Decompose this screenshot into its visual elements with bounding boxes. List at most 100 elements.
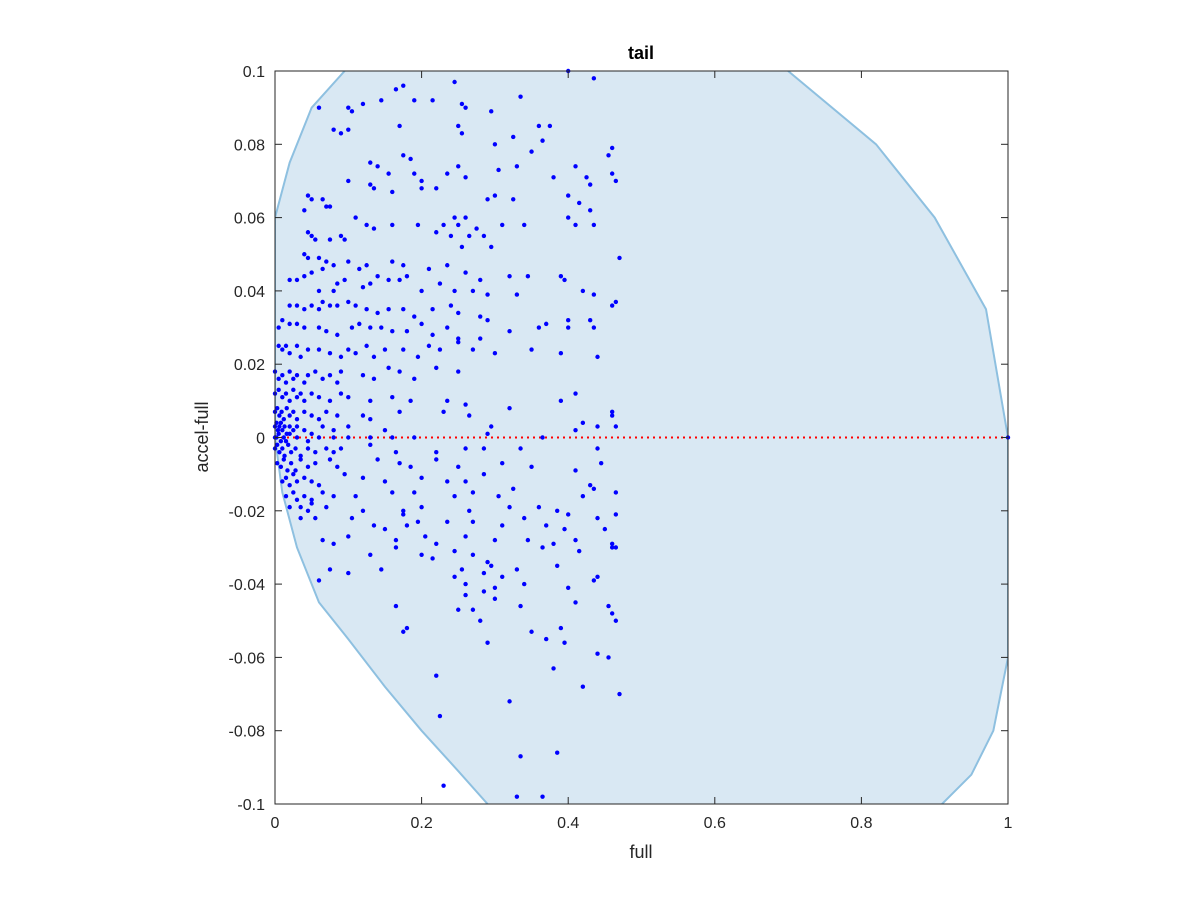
data-point bbox=[309, 270, 314, 275]
data-point bbox=[452, 215, 457, 220]
data-point bbox=[357, 266, 362, 272]
data-point bbox=[368, 416, 373, 422]
data-point bbox=[285, 442, 291, 448]
data-point bbox=[536, 123, 542, 129]
data-point bbox=[305, 255, 311, 261]
data-point bbox=[500, 523, 505, 528]
data-point bbox=[302, 325, 307, 330]
data-point bbox=[492, 142, 498, 147]
data-point bbox=[463, 581, 468, 587]
data-point bbox=[302, 398, 307, 404]
data-point bbox=[412, 376, 417, 382]
data-point bbox=[338, 391, 344, 396]
data-point bbox=[566, 193, 571, 198]
y-tick-label: 0.02 bbox=[234, 357, 265, 374]
data-point bbox=[434, 449, 439, 455]
data-point bbox=[313, 449, 318, 455]
tick-labels-layer: 0 0.2 0.4 0.6 0.8 1 -0.1 -0.08 -0.06 -0.04 -0.02 0 0… bbox=[229, 64, 1013, 832]
data-point bbox=[555, 563, 560, 568]
data-point bbox=[587, 482, 593, 488]
data-point bbox=[459, 567, 465, 572]
data-point bbox=[282, 453, 287, 459]
data-point bbox=[419, 288, 424, 294]
data-point bbox=[280, 427, 285, 433]
data-point bbox=[293, 468, 298, 473]
data-point bbox=[338, 131, 344, 136]
data-point bbox=[459, 101, 465, 107]
data-point bbox=[613, 618, 619, 623]
data-point bbox=[591, 292, 597, 297]
data-point bbox=[320, 266, 325, 272]
data-point bbox=[408, 464, 413, 470]
data-point bbox=[283, 391, 289, 396]
data-point bbox=[277, 424, 282, 429]
data-point bbox=[346, 424, 351, 429]
data-point bbox=[331, 288, 336, 294]
data-point bbox=[294, 416, 300, 422]
data-point bbox=[470, 288, 476, 294]
data-point bbox=[492, 351, 498, 356]
data-point bbox=[401, 508, 406, 513]
data-point bbox=[320, 424, 325, 429]
data-point bbox=[566, 318, 571, 323]
y-tick-label: 0.1 bbox=[243, 64, 265, 81]
data-point bbox=[327, 237, 333, 242]
data-point bbox=[288, 460, 294, 466]
data-point bbox=[283, 380, 289, 385]
data-point bbox=[609, 611, 615, 616]
data-point bbox=[463, 105, 468, 110]
data-point bbox=[481, 589, 487, 594]
data-point bbox=[335, 380, 340, 385]
data-point bbox=[555, 750, 560, 755]
data-point bbox=[518, 94, 523, 99]
data-point bbox=[485, 640, 490, 645]
data-point bbox=[349, 325, 355, 330]
x-tick-label: 0.8 bbox=[850, 815, 872, 832]
data-point bbox=[287, 413, 292, 418]
data-point bbox=[613, 299, 619, 305]
data-point bbox=[379, 98, 384, 103]
data-point bbox=[320, 197, 325, 202]
data-point bbox=[609, 413, 615, 418]
data-point bbox=[371, 523, 377, 528]
data-point bbox=[470, 519, 476, 524]
data-point bbox=[430, 307, 435, 312]
data-point bbox=[401, 512, 406, 517]
data-point bbox=[507, 274, 512, 279]
data-point bbox=[298, 354, 303, 360]
chart-title: tail bbox=[628, 43, 654, 63]
data-point bbox=[613, 178, 619, 184]
data-point bbox=[309, 197, 314, 202]
y-tick-label: -0.02 bbox=[229, 504, 266, 521]
data-point bbox=[562, 277, 567, 283]
data-point bbox=[397, 369, 402, 374]
data-point bbox=[390, 490, 395, 495]
data-point bbox=[390, 394, 395, 400]
data-point bbox=[434, 186, 439, 191]
data-point bbox=[518, 754, 523, 759]
data-point bbox=[419, 178, 424, 184]
data-point bbox=[287, 351, 292, 356]
data-point bbox=[419, 504, 424, 510]
x-tick-label: 1 bbox=[1004, 815, 1013, 832]
data-point bbox=[609, 303, 615, 308]
data-point bbox=[522, 222, 527, 228]
data-point bbox=[375, 274, 380, 279]
data-point bbox=[302, 475, 307, 481]
data-point bbox=[298, 504, 303, 510]
data-point bbox=[426, 343, 432, 349]
data-point bbox=[327, 372, 333, 378]
data-point bbox=[368, 281, 373, 286]
data-point bbox=[452, 493, 457, 499]
data-point bbox=[404, 523, 410, 528]
data-point bbox=[456, 607, 461, 612]
data-point bbox=[463, 534, 468, 539]
data-point bbox=[346, 435, 351, 440]
data-point bbox=[576, 548, 582, 554]
data-point bbox=[456, 340, 461, 345]
data-point bbox=[309, 391, 314, 396]
data-point bbox=[437, 347, 443, 352]
data-point bbox=[467, 233, 472, 239]
data-point bbox=[507, 329, 512, 334]
data-point bbox=[452, 548, 457, 554]
